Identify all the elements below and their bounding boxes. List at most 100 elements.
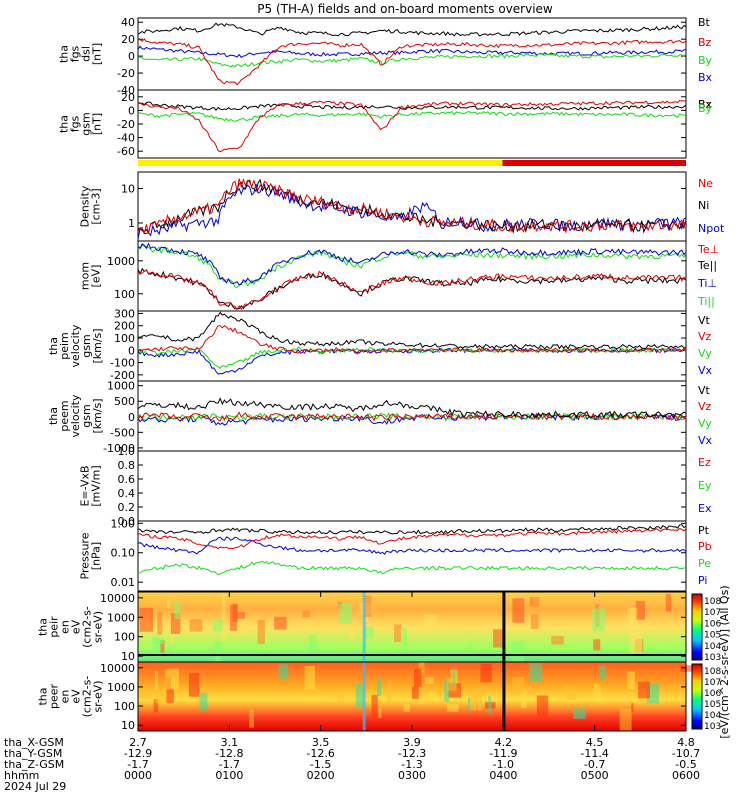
spectrogram-patch (402, 628, 407, 644)
series-Te|| (137, 267, 687, 310)
x-tick-label: 4.5 (586, 736, 604, 749)
spectrogram-patch (573, 708, 586, 719)
colorbar-tick-label: 103 (704, 653, 721, 663)
series-Bt (137, 22, 687, 37)
spectrogram-gap (502, 592, 506, 662)
y-tick-label: -500 (110, 426, 135, 439)
x-tick-label: 0600 (672, 769, 700, 782)
series-Bx (137, 45, 687, 59)
x-tick-label: 0500 (581, 769, 609, 782)
spectrogram-patch (337, 694, 345, 703)
y-tick-label: 10000 (100, 592, 135, 605)
spectrogram-patch (274, 616, 287, 630)
spectrogram-patch (638, 681, 650, 699)
colorbar (691, 663, 703, 730)
legend-By: By (698, 54, 713, 67)
y-axis-label-line: tha (37, 618, 50, 636)
y-axis-label-line: gsm (80, 404, 93, 427)
y-tick-label: -100 (110, 357, 135, 370)
spectrogram-patch (592, 608, 605, 632)
y-tick-label: -20 (117, 118, 135, 131)
spectrogram-patch (536, 695, 549, 717)
spectrogram-patch (520, 688, 527, 708)
x-row-label: hhmm (4, 769, 39, 782)
legend-Te⊥: Te⊥ (697, 243, 719, 256)
panel-peir: 10000 1000 100 10 thapeireneV(cm2-s-sr-eV) 10… (37, 591, 721, 666)
spectrogram-patch (377, 678, 381, 696)
y-tick-label: 100 (114, 631, 135, 644)
y-axis-label-line: gsm (80, 112, 93, 135)
spectrogram-patch (189, 673, 200, 697)
x-tick-label: 2.7 (129, 736, 147, 749)
series-Te⊥ (137, 269, 687, 311)
series-Pi (137, 536, 687, 555)
y-axis-label-line: peim (58, 332, 71, 360)
spectrogram-patch (157, 611, 163, 635)
legend-Npot: Npot (698, 222, 725, 235)
spectrogram-patch (160, 640, 165, 653)
spectrogram-patch (629, 631, 642, 654)
spectrogram-patch (425, 677, 435, 685)
y-axis-label-line: fgs (69, 45, 82, 62)
colorbar-tick-label: 104 (704, 711, 721, 721)
spectrogram-patch (140, 689, 152, 699)
y-tick-label: 300 (114, 307, 135, 320)
y-tick-label: 10 (121, 182, 135, 195)
legend-Ti⊥: Ti⊥ (697, 277, 717, 290)
series-Bz (137, 38, 687, 86)
spectrogram-patch (467, 697, 471, 711)
x-tick-label: 3.1 (221, 736, 239, 749)
spectrogram-patch (249, 709, 254, 728)
spectrogram-patch (236, 614, 248, 636)
y-tick-label: -20 (117, 67, 135, 80)
y-tick-label: 500 (114, 395, 135, 408)
spectrogram-patch (414, 668, 422, 687)
panel-frame (137, 89, 687, 159)
spectrogram-patch (619, 708, 632, 732)
x-row-label: 2024 Jul 29 (4, 780, 66, 793)
series-Vt (137, 397, 687, 419)
y-tick-label: 200 (114, 320, 135, 333)
x-tick-label: 0200 (307, 769, 335, 782)
colorbar (691, 593, 703, 661)
spectrogram-patch (452, 667, 456, 685)
legend-Ex: Ex (698, 502, 712, 515)
spectrogram-patch (257, 619, 265, 644)
spectrogram-patch (355, 683, 364, 708)
y-axis-label-line: E=-VxB (79, 465, 92, 506)
series-Pt (137, 524, 687, 535)
legend-By: By (698, 102, 713, 115)
spectrogram-patch (153, 638, 161, 658)
legend-Vz: Vz (698, 400, 712, 413)
y-axis-label: thafgsdsl[nT] (58, 43, 104, 65)
legend-Ey: Ey (698, 479, 712, 492)
spectrogram-patch (599, 665, 606, 680)
y-axis-label-line: [nT] (91, 113, 104, 135)
legend-Bz: Bz (698, 36, 712, 49)
legend-Pi: Pi (698, 574, 707, 587)
y-axis-label-line: velocity (69, 394, 82, 437)
y-tick-label: 40 (121, 16, 135, 29)
x-row-label: tha_Y-GSM (4, 747, 62, 760)
panel-frame (137, 450, 687, 522)
y-axis-label: thapeimvelocitygsm[km/s] (47, 324, 104, 367)
legend-Pt: Pt (698, 524, 710, 537)
legend-Bt: Bt (698, 16, 711, 29)
colorbar-tick-label: 104 (704, 642, 721, 652)
spectrogram-patch (151, 637, 164, 644)
y-axis-label: thafgsgsm[nT] (58, 112, 104, 135)
y-axis-label: mom[eV] (79, 262, 103, 290)
y-axis-label-line: mom (79, 262, 92, 290)
x-tick-label: -1.7 (127, 758, 148, 771)
colorbar-tick-label: 105 (704, 700, 721, 710)
y-tick-label: 1.00 (111, 517, 136, 530)
y-axis-label: Pressure[nPa] (79, 532, 103, 579)
legend-Vt: Vt (698, 384, 711, 397)
spectrogram-patch (364, 595, 372, 617)
x-tick-label: 0100 (215, 769, 243, 782)
spectrogram-patch (680, 665, 695, 672)
spectrogram-patch (222, 593, 226, 620)
y-axis-label: Density[cm-3] (79, 185, 103, 227)
y-axis-label-line: dsl (80, 46, 93, 62)
